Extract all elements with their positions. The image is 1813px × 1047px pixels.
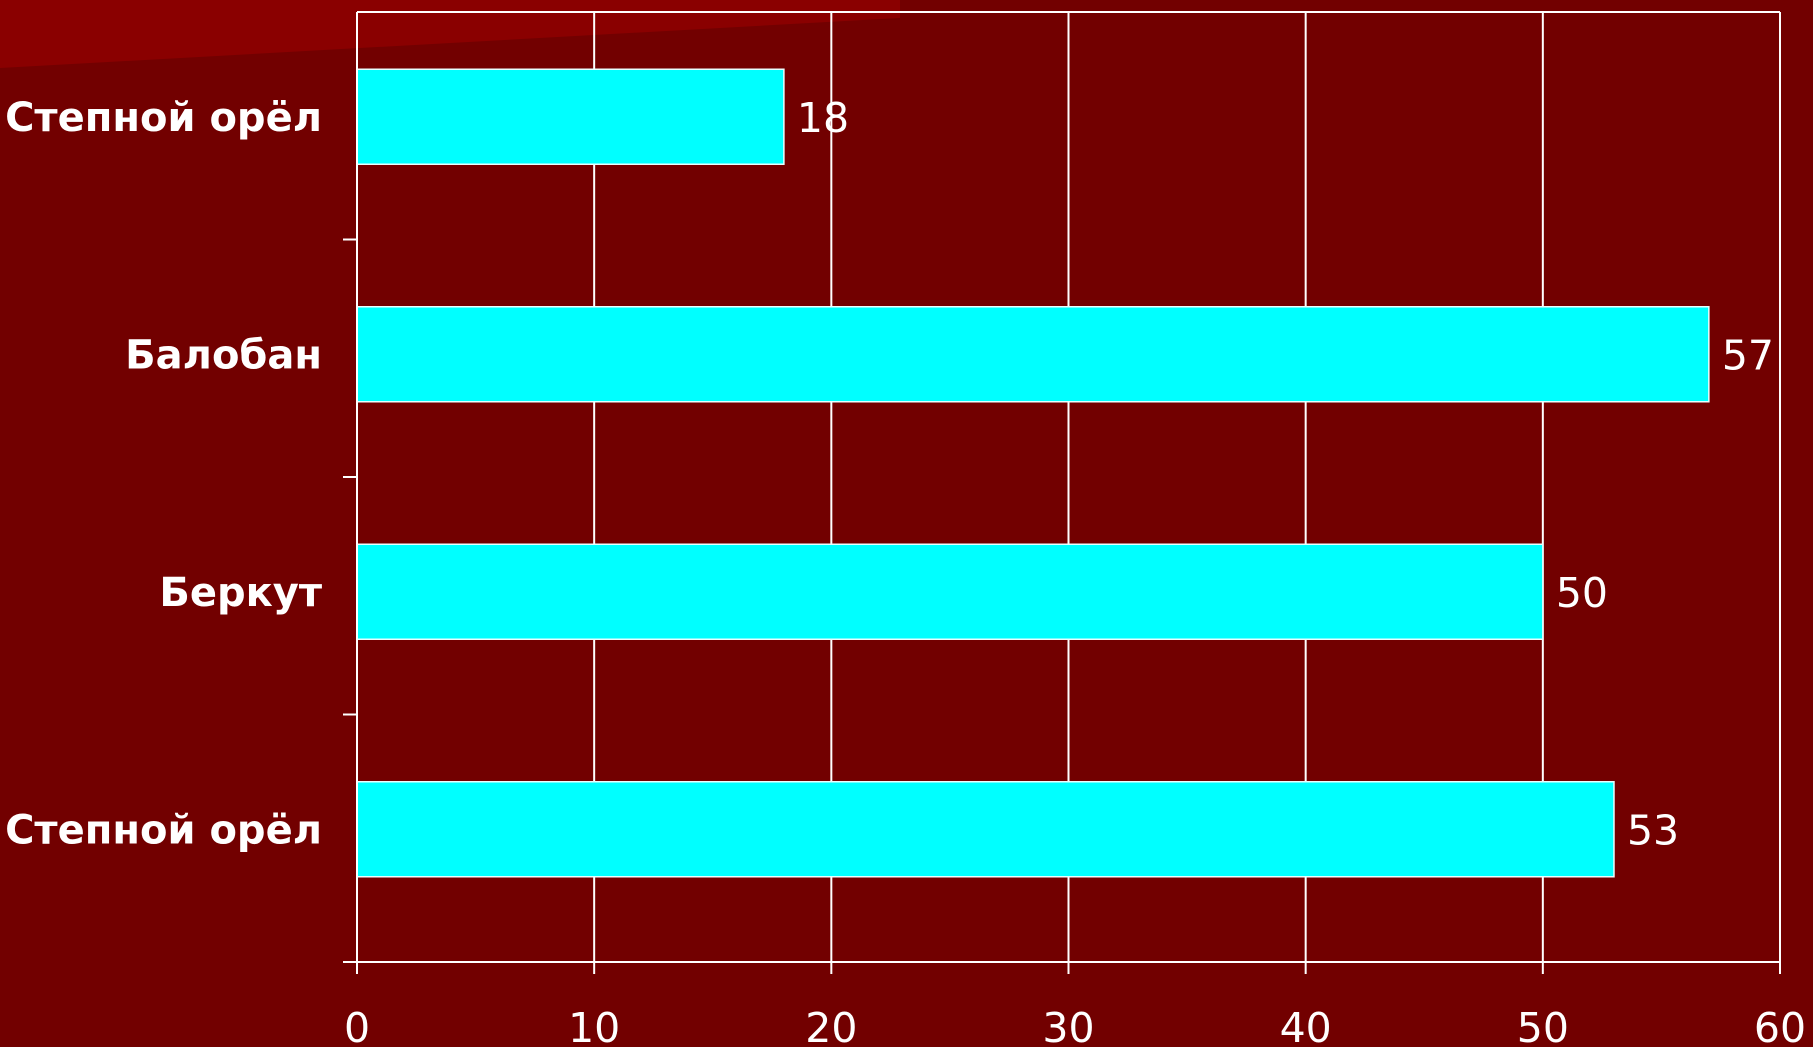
x-tick-label: 10 [568, 1004, 620, 1047]
x-tick-label: 40 [1280, 1004, 1332, 1047]
bar [356, 68, 785, 165]
category-label: Балобан [125, 332, 322, 378]
data-label: 57 [1722, 331, 1774, 379]
labels: 0 10 20 30 40 50 60 Степной орёл 18 Балобан 57 Берк… [5, 94, 1806, 1047]
category-label: Беркут [159, 570, 322, 616]
x-tick-label: 60 [1754, 1004, 1806, 1047]
bars [356, 68, 1710, 878]
category-label: Степной орёл [5, 807, 322, 853]
bar [356, 781, 1615, 878]
x-tick-label: 0 [344, 1004, 370, 1047]
data-label: 18 [797, 94, 849, 142]
x-tick-label: 50 [1517, 1004, 1569, 1047]
bar [356, 543, 1544, 640]
x-tick-label: 30 [1042, 1004, 1094, 1047]
data-label: 53 [1627, 806, 1679, 854]
category-label: Степной орёл [5, 95, 322, 141]
header-accent-band [0, 0, 900, 68]
gridlines [357, 11, 1781, 962]
x-tick-label: 20 [805, 1004, 857, 1047]
axes [343, 12, 1781, 974]
data-label: 50 [1556, 569, 1608, 617]
bar [356, 306, 1710, 403]
